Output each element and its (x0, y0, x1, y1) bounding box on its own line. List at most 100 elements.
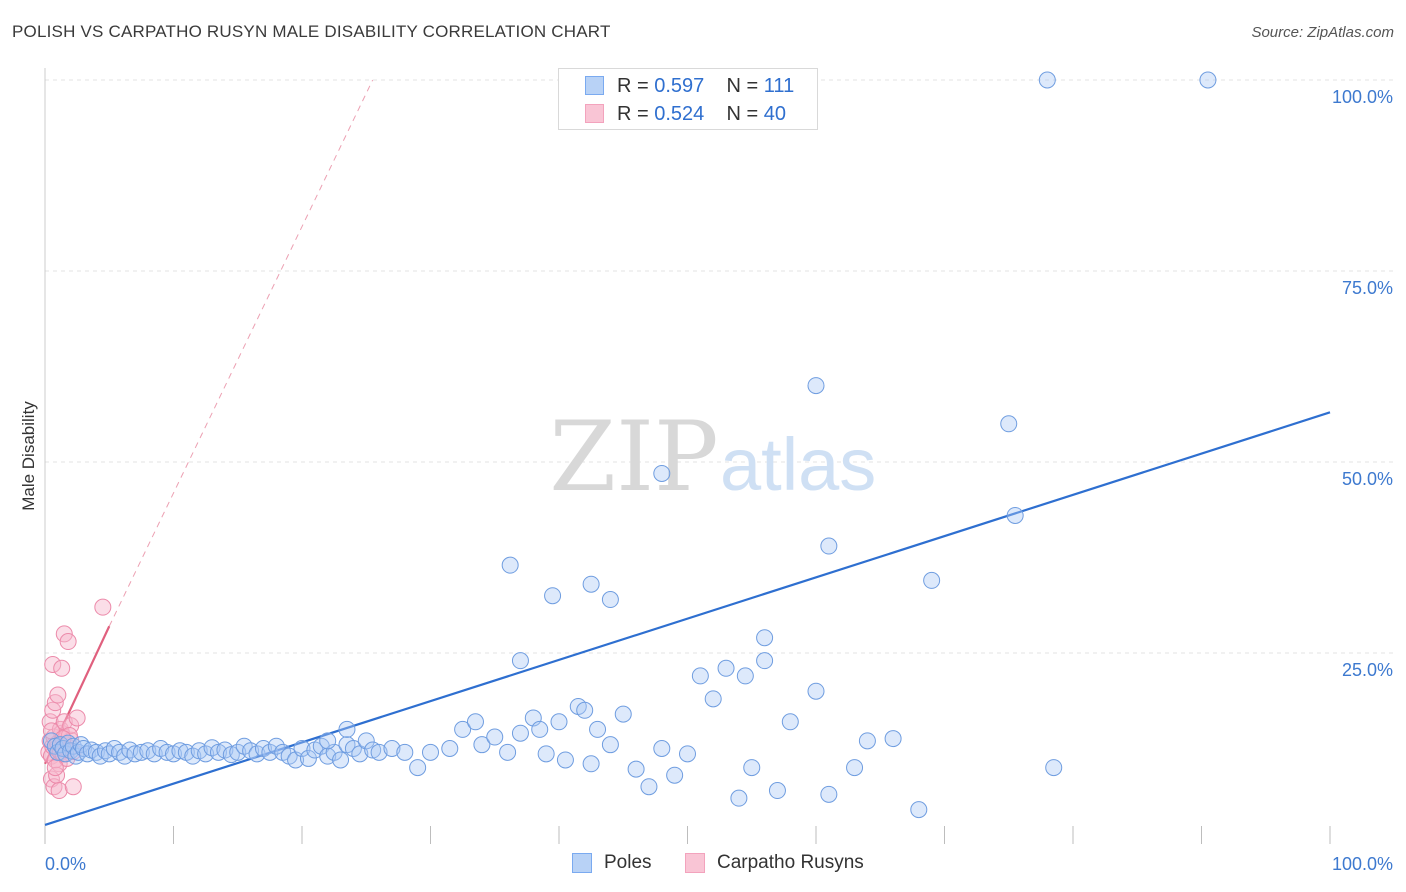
rusyn-n-value: 40 (763, 103, 787, 125)
poles-point-65 (422, 743, 439, 761)
poles-point-49 (293, 740, 311, 757)
poles-n-value: 111 (763, 75, 795, 97)
poles-point-79 (576, 701, 594, 719)
poles-point-59 (357, 732, 375, 750)
poles-r-label: R = (617, 75, 649, 97)
grid (45, 79, 1395, 654)
poles-point-103 (319, 732, 337, 750)
poles-point-62 (383, 740, 401, 757)
poles-point-113 (1199, 71, 1217, 89)
chart-title: POLISH VS CARPATHO RUSYN MALE DISABILITY… (12, 22, 611, 41)
poles-point-104 (338, 720, 356, 738)
y-tick-label-0: 100.0% (1332, 87, 1393, 107)
poles-point-101 (884, 730, 902, 748)
rusyn-point-34 (59, 633, 77, 651)
poles-point-60 (364, 741, 382, 759)
x-tick-label-0: 0.0% (45, 854, 86, 874)
poles-point-106 (511, 652, 529, 670)
poles-point-84 (627, 760, 645, 778)
poles-point-115 (1000, 415, 1018, 433)
y-axis-label: Male Disability (19, 401, 38, 511)
trendline-rusyn-2 (108, 79, 374, 627)
poles-point-23 (126, 745, 144, 763)
poles-point-85 (640, 778, 658, 796)
source-label: Source: ZipAtlas.com (1251, 24, 1394, 41)
rusyn-point-29 (50, 782, 68, 800)
y-tick-label-1: 75.0% (1342, 278, 1393, 298)
poles-point-89 (691, 667, 709, 685)
poles-point-71 (499, 743, 517, 761)
poles-point-102 (910, 801, 928, 819)
watermark-atlas: atlas (720, 423, 876, 506)
poles-point-107 (544, 587, 562, 605)
poles-point-114 (807, 377, 825, 395)
rusyn-point-36 (46, 759, 64, 777)
poles-point-64 (409, 759, 427, 777)
poles-point-39 (229, 743, 247, 761)
poles-point-100 (858, 732, 876, 750)
rusyn-point-32 (53, 659, 71, 677)
poles-swatch (585, 76, 604, 95)
y-tick-label-3: 25.0% (1342, 660, 1393, 680)
poles-point-68 (466, 713, 484, 731)
poles-point-77 (556, 751, 574, 769)
poles-point-80 (582, 755, 600, 773)
rusyn-point-21 (49, 686, 67, 704)
poles-point-97 (807, 682, 825, 700)
poles-point-109 (601, 591, 619, 609)
poles-point-69 (473, 736, 491, 754)
watermark-zip: ZIP (549, 401, 718, 513)
poles-points (42, 71, 1217, 819)
poles-n-label: N = (726, 75, 759, 97)
poles-point-38 (222, 746, 240, 764)
poles-point-118 (923, 571, 941, 589)
poles-point-93 (743, 759, 761, 777)
stats-legend: R = 0.597 N = 111 R = 0.524 N = 40 (558, 68, 818, 130)
legend-rusyn-swatch (685, 853, 705, 873)
poles-point-75 (537, 745, 555, 763)
y-tick-label-2: 50.0% (1342, 469, 1393, 489)
poles-point-50 (299, 749, 317, 767)
poles-point-112 (1038, 71, 1056, 89)
rusyn-swatch (585, 104, 604, 123)
poles-point-66 (441, 740, 459, 757)
poles-point-105 (501, 556, 519, 574)
rusyn-n-label: N = (726, 103, 759, 125)
poles-point-67 (454, 720, 472, 738)
rusyn-point-35 (94, 598, 112, 616)
poles-point-88 (679, 745, 696, 763)
poles-point-81 (589, 720, 607, 738)
poles-point-83 (614, 705, 632, 723)
poles-point-94 (756, 652, 774, 670)
rusyn-point-31 (44, 655, 62, 673)
poles-point-45 (267, 737, 285, 755)
poles-point-92 (730, 789, 748, 807)
poles-point-30 (171, 742, 189, 760)
rusyn-r-label: R = (617, 103, 649, 125)
poles-point-87 (666, 766, 684, 784)
poles-point-76 (550, 713, 568, 731)
poles-point-108 (582, 575, 600, 593)
poles-point-72 (511, 724, 529, 742)
poles-point-90 (704, 690, 722, 708)
rusyn-point-30 (64, 778, 82, 796)
trendline-poles-0 (44, 411, 1331, 826)
poles-point-96 (781, 713, 799, 731)
poles-point-24 (132, 743, 150, 761)
poles-point-34 (197, 745, 215, 763)
poles-point-98 (820, 785, 838, 803)
series-legend: Poles Carpatho Rusyns (0, 852, 1406, 878)
poles-point-44 (261, 743, 279, 761)
poles-point-74 (531, 720, 549, 738)
poles-point-36 (209, 743, 227, 761)
tick-labels: 100.0% 75.0% 50.0% 25.0% 0.0% 100.0% (45, 87, 1393, 874)
poles-point-116 (1006, 506, 1024, 524)
rusyn-r-value: 0.524 (654, 103, 705, 125)
poles-point-91 (717, 659, 735, 677)
poles-point-120 (736, 667, 754, 685)
poles-point-121 (1045, 759, 1063, 777)
poles-point-70 (486, 728, 504, 746)
poles-point-86 (653, 740, 671, 757)
poles-point-55 (332, 751, 350, 769)
